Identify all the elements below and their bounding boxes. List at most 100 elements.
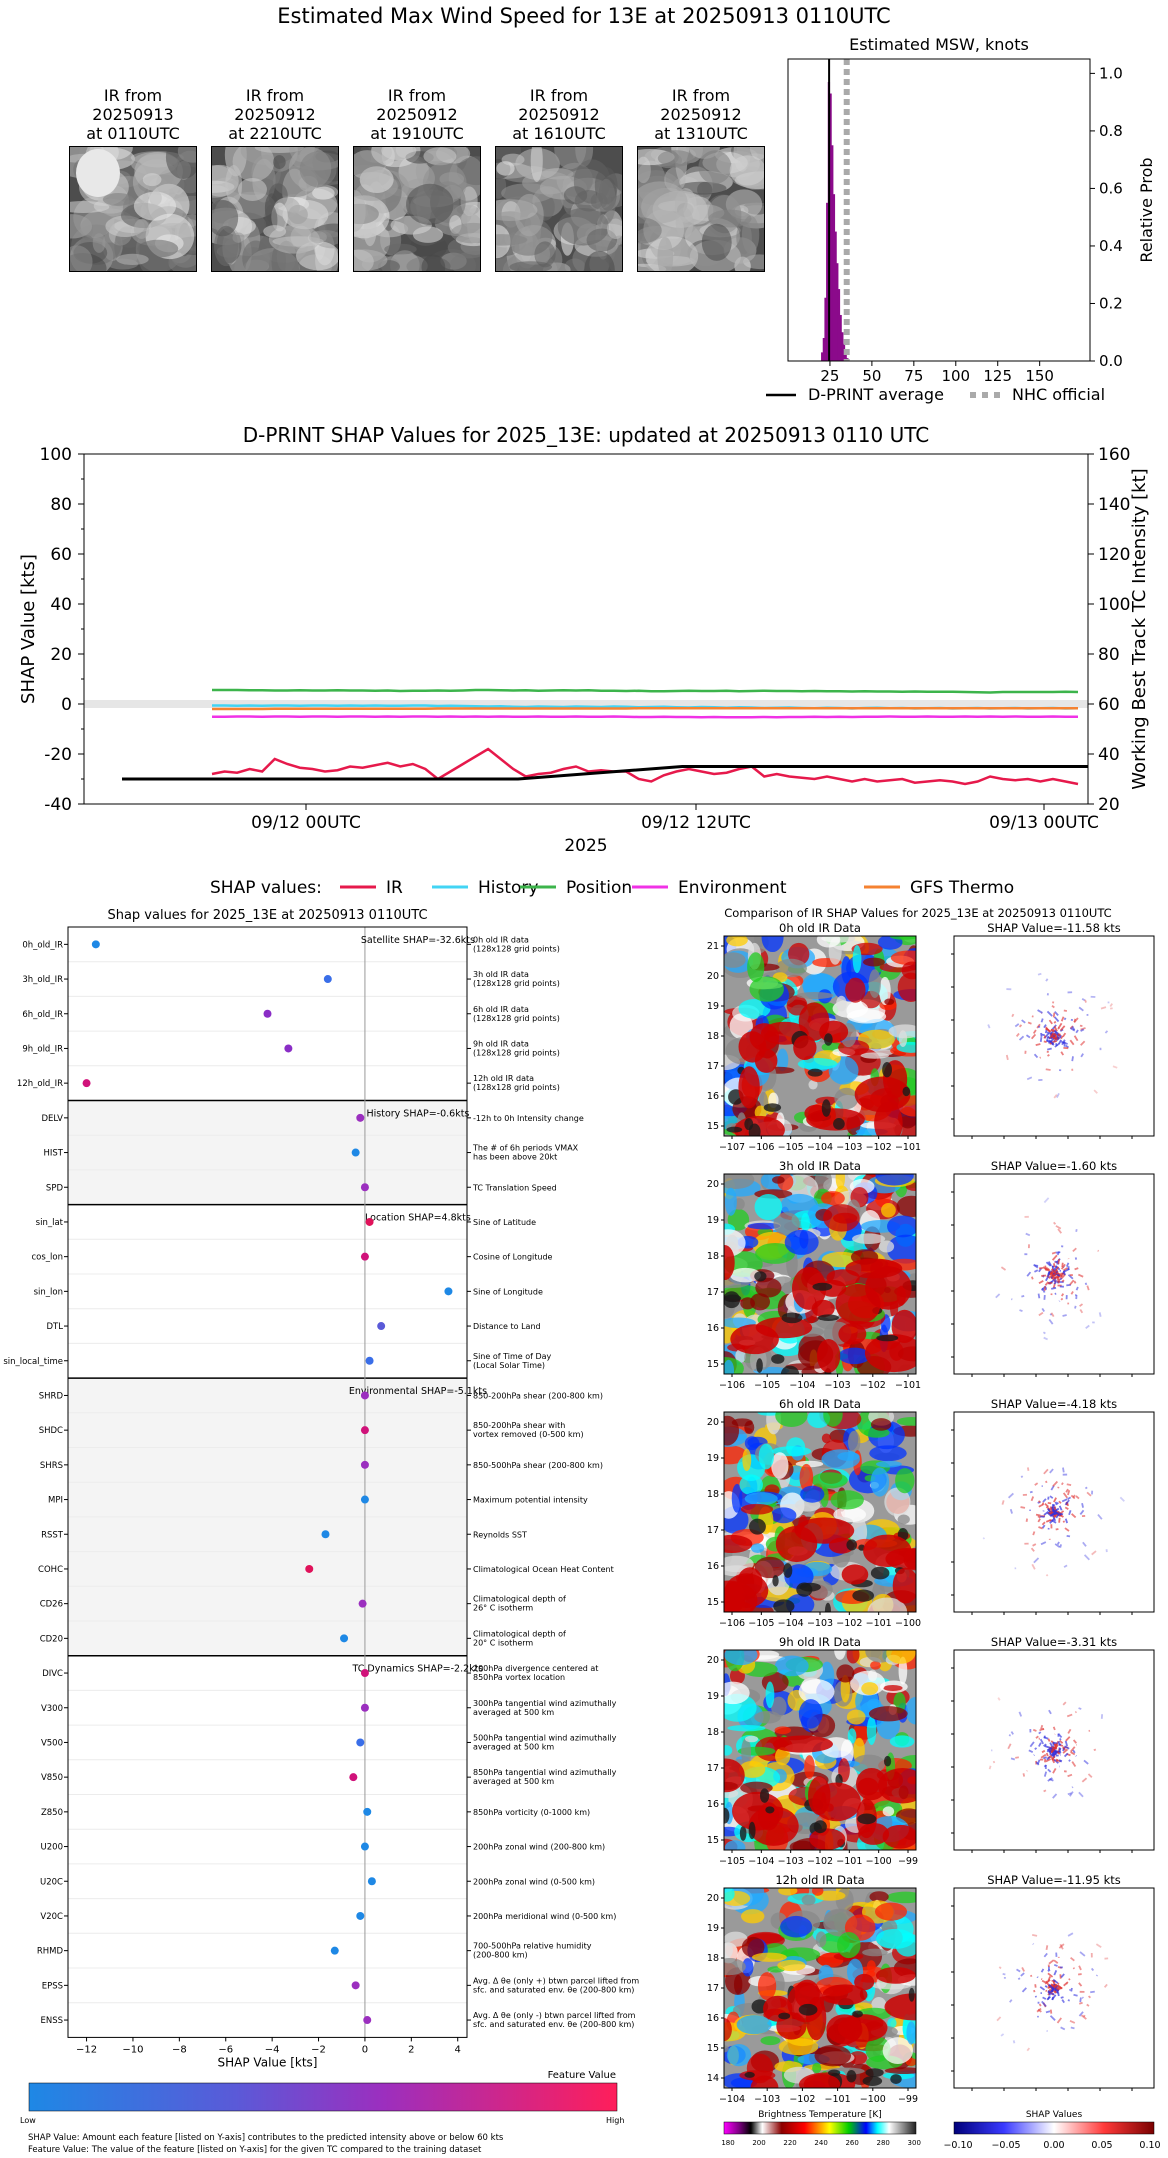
feature-description: 12h old IR data (128x128 grid points)	[473, 1074, 560, 1092]
ir-core	[750, 2075, 779, 2088]
ir-blob	[774, 1655, 809, 1677]
x-tick-label: −4	[265, 2044, 280, 2055]
feature-name: sin_lat	[36, 1218, 64, 1228]
x-tick-label: −100	[860, 2094, 886, 2105]
shap-stroke	[1051, 1041, 1055, 1046]
shap-stroke	[1039, 1986, 1046, 1991]
ir-blob	[798, 1679, 835, 1705]
shap-stroke	[1080, 1040, 1086, 1046]
shap-stroke	[1043, 1286, 1047, 1291]
cloud-blob	[664, 167, 686, 192]
shap-stroke	[1057, 1258, 1061, 1265]
ir-thumbnail-label: 20250912	[518, 105, 600, 124]
feature-description-line: 850-200hPa shear (200-800 km)	[473, 1391, 603, 1400]
feature-name: SHDC	[39, 1426, 63, 1436]
feature-description: 850hPa vorticity (0-1000 km)	[473, 1808, 590, 1817]
feature-name: V20C	[40, 1912, 63, 1922]
ir-blob	[830, 1490, 864, 1510]
shap-stroke	[1095, 1974, 1098, 1977]
feature-point	[360, 1391, 369, 1400]
shap-stroke	[1077, 1273, 1084, 1278]
ir-blob	[736, 2015, 772, 2035]
shap-stroke	[1078, 1006, 1084, 1012]
x-tick-label: 09/13 00UTC	[989, 813, 1099, 833]
ir-blob	[897, 972, 916, 1003]
shap-stroke	[1032, 1543, 1037, 1547]
feature-description-line: 3h old IR data	[473, 970, 529, 979]
feature-name: cos_lon	[31, 1253, 63, 1263]
x-tick-label: 150	[1025, 367, 1054, 385]
shap-stroke	[1047, 1501, 1052, 1505]
shap-stroke	[1052, 1793, 1058, 1799]
shap-timeseries-chart: D-PRINT SHAP Values for 2025_13E: update…	[18, 423, 1150, 898]
ir-blob	[877, 936, 903, 950]
shap-stroke	[1068, 1510, 1072, 1516]
shap-panel-title: SHAP Value=-1.60 kts	[991, 1159, 1117, 1173]
y2-tick-label: 60	[1098, 695, 1120, 715]
shap-stroke	[1054, 1501, 1058, 1506]
ir-core	[877, 1768, 916, 1804]
shap-stroke	[1052, 1480, 1059, 1487]
shap-panel-title: SHAP Value=-11.95 kts	[987, 1873, 1121, 1887]
shap-stroke	[1109, 1003, 1113, 1008]
legend-title: SHAP values:	[210, 878, 322, 898]
shap-stroke	[1070, 2026, 1075, 2030]
cloud-blob	[701, 223, 732, 261]
shap-stroke	[1112, 1065, 1118, 1069]
bt-tick-label: 300	[908, 2139, 921, 2147]
ir-thumbnail: IR from 20250912 at 1910UTC	[344, 86, 490, 272]
cloud-blob	[450, 222, 480, 244]
shap-stroke	[1037, 1293, 1041, 1299]
shap-stroke	[1047, 1738, 1051, 1742]
ir-blob	[724, 1840, 746, 1850]
shap-stroke	[1045, 1068, 1051, 1071]
shap-stroke	[1060, 1996, 1064, 1999]
shap-stroke	[1035, 1043, 1041, 1047]
shap-stroke	[1058, 1759, 1062, 1762]
feature-description-line: vortex removed (0-500 km)	[473, 1430, 584, 1439]
shap-stroke	[1066, 1534, 1071, 1538]
feature-point	[356, 1738, 365, 1747]
ir-core	[791, 1266, 827, 1310]
cloud-blob	[675, 207, 694, 239]
shap-stroke	[1047, 1996, 1051, 2000]
shap-stroke	[1081, 998, 1086, 1002]
ir-blob	[770, 1507, 797, 1524]
shap-stroke	[1051, 1286, 1057, 1290]
shap-stroke	[1025, 1232, 1031, 1237]
shap-stroke	[1067, 1728, 1072, 1734]
ir-blob	[896, 1195, 916, 1218]
shap-stroke	[997, 1697, 1001, 1701]
shap-stroke	[1033, 1053, 1039, 1059]
y-tick-label: 17	[707, 1525, 719, 1536]
x-tick-label: 4	[455, 2044, 461, 2055]
shap-stroke	[1072, 1247, 1077, 1253]
ir-blob	[724, 1650, 758, 1666]
feature-description-line: (Local Solar Time)	[473, 1361, 545, 1370]
ir-thumbnail: IR from 20250912 at 1310UTC	[628, 86, 774, 272]
shap-stroke	[1054, 1042, 1058, 1047]
feature-description: 200hPa zonal wind (0-500 km)	[473, 1877, 595, 1886]
shap-stroke	[1062, 1746, 1066, 1751]
shap-stroke	[982, 1537, 986, 1540]
shap-stroke	[1041, 1307, 1045, 1313]
shap-stroke	[1056, 1541, 1060, 1545]
shap-stroke	[1081, 1777, 1088, 1783]
y-tick-label: 15	[707, 1359, 719, 1370]
ir-blob	[742, 1448, 752, 1472]
ir-image	[724, 1174, 916, 1374]
shap-stroke	[1054, 1543, 1061, 1548]
ir-blob	[881, 1202, 896, 1218]
shap-stroke	[1042, 1331, 1046, 1335]
feature-description: The # of 6h periods VMAX has been above 2…	[472, 1144, 579, 1162]
shap-stroke	[1059, 1738, 1062, 1741]
feature-point	[284, 1044, 293, 1053]
feature-name: SHRS	[40, 1461, 63, 1471]
cloud-blob	[708, 209, 752, 228]
shap-stroke	[1065, 1488, 1069, 1493]
shap-stroke	[1045, 1573, 1049, 1577]
ir-thumbnail-label: 20250912	[376, 105, 458, 124]
cloud-blob	[142, 173, 162, 187]
x-tick-label: −103	[825, 1380, 851, 1391]
shap-stroke	[1072, 1494, 1076, 1499]
